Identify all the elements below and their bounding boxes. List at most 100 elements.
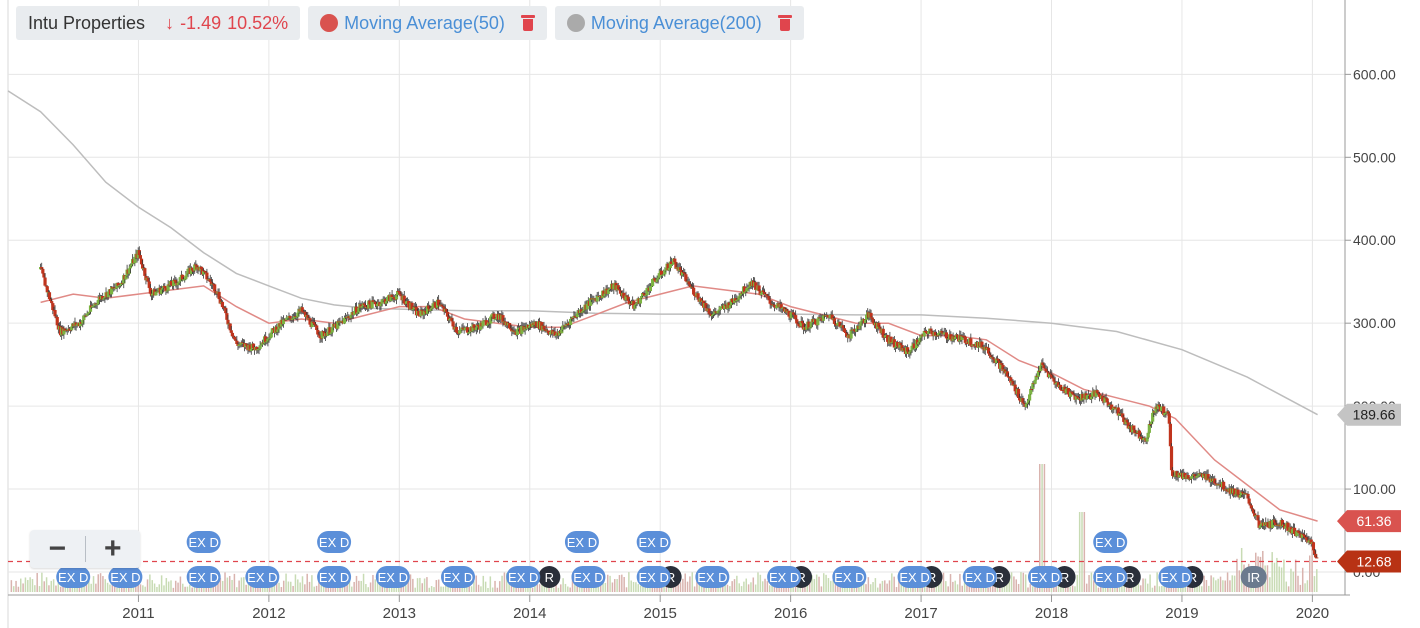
candle-up: [836, 322, 840, 326]
zoom-out-button[interactable]: −: [48, 532, 67, 565]
zoom-in-button[interactable]: +: [103, 532, 122, 565]
volume-bar: [909, 584, 912, 592]
candle-down: [235, 340, 239, 345]
volume-bar: [625, 587, 628, 592]
candle-up: [118, 285, 123, 287]
volume-bar: [494, 580, 496, 592]
candle-up: [855, 328, 859, 332]
candle-up: [712, 313, 716, 315]
volume-bar: [163, 585, 165, 592]
candle-up: [276, 329, 280, 333]
candle-down: [141, 264, 145, 269]
candle-up: [1151, 412, 1155, 422]
volume-bar: [768, 585, 771, 592]
candle-down: [138, 255, 142, 259]
candle-up: [557, 331, 562, 336]
dividend-event-badge: [317, 531, 352, 553]
volume-bar: [599, 583, 602, 592]
volume-bar: [186, 586, 189, 592]
trash-icon[interactable]: [777, 14, 792, 32]
candle-down: [871, 319, 875, 323]
volume-bar: [555, 583, 557, 592]
volume-bar: [17, 586, 20, 592]
candle-up: [1234, 494, 1238, 496]
volume-bar: [182, 583, 184, 592]
volume-bar: [1076, 574, 1079, 592]
dividend-event-badge-label: EX D: [1095, 570, 1125, 585]
volume-bar: [813, 578, 816, 592]
candle-down: [832, 318, 837, 324]
candle-down: [838, 321, 842, 327]
volume-bar: [844, 586, 846, 592]
indicator-chip-ma200[interactable]: Moving Average(200): [554, 6, 804, 40]
candle-up: [481, 321, 485, 327]
volume-bar: [407, 574, 409, 592]
volume-bar: [757, 572, 759, 592]
candle-up: [1117, 413, 1122, 416]
volume-bar: [501, 575, 503, 592]
volume-bar: [139, 584, 142, 592]
candle-down: [1052, 378, 1056, 382]
candle-down: [565, 324, 569, 326]
volume-bar: [977, 584, 980, 592]
candle-up: [656, 277, 660, 280]
candle-up: [336, 321, 340, 329]
candle-down: [1148, 424, 1153, 426]
candle-down: [1247, 498, 1251, 504]
volume-bar: [285, 573, 287, 592]
candle-up: [159, 289, 164, 294]
volume-bar: [290, 581, 292, 592]
candle-up: [87, 311, 91, 314]
candle-up: [746, 287, 750, 289]
volume-bar: [689, 576, 691, 592]
x-tick-label: 2013: [383, 605, 416, 622]
candle-up: [459, 329, 463, 331]
candle-down: [1110, 404, 1114, 410]
volume-bar: [992, 584, 994, 592]
candle-down: [433, 302, 437, 308]
candle-up: [160, 288, 165, 290]
candle-down: [1037, 370, 1042, 372]
volume-bar: [219, 577, 222, 592]
dividend-event-badge-label: EX D: [899, 570, 929, 585]
candle-down: [1302, 534, 1307, 537]
down-arrow-icon: ↓: [165, 12, 175, 33]
candle-up: [419, 309, 423, 316]
candle-up: [96, 300, 100, 305]
candle-down: [1169, 446, 1174, 471]
volume-bar: [132, 587, 135, 592]
volume-bar: [243, 577, 245, 592]
volume-bar: [616, 579, 618, 592]
candle-down: [1249, 505, 1253, 509]
candle-down: [1257, 520, 1261, 528]
candle-up: [644, 295, 648, 297]
candle-down: [1101, 395, 1105, 401]
candle-up: [898, 342, 902, 348]
candle-down: [213, 284, 217, 292]
volume-bar: [351, 586, 353, 592]
candle-down: [573, 315, 577, 317]
volume-bar: [409, 574, 412, 592]
trash-icon[interactable]: [520, 14, 535, 32]
candle-down: [508, 323, 512, 329]
candle-up: [93, 303, 97, 306]
candle-down: [734, 298, 738, 302]
dividend-event-badge-label: EX D: [188, 535, 218, 550]
candle-down: [988, 353, 992, 356]
volume-bar: [1144, 578, 1147, 592]
indicator-chip-ma50[interactable]: Moving Average(50): [308, 6, 547, 40]
dividend-event-badge-label: EX D: [443, 570, 473, 585]
dividend-event-badge: [767, 566, 802, 588]
candle-down: [440, 304, 444, 307]
volume-bar: [292, 585, 294, 592]
symbol-chip[interactable]: Intu Properties ↓ -1.49 10.52%: [16, 6, 301, 40]
volume-bar: [1269, 577, 1271, 592]
volume-bar: [1137, 580, 1140, 592]
candle-down: [1274, 522, 1278, 526]
candle-up: [1159, 406, 1164, 412]
candle-down: [423, 310, 427, 312]
candle-down: [1292, 527, 1297, 535]
candle-down: [843, 331, 848, 333]
volume-bar: [90, 583, 92, 592]
